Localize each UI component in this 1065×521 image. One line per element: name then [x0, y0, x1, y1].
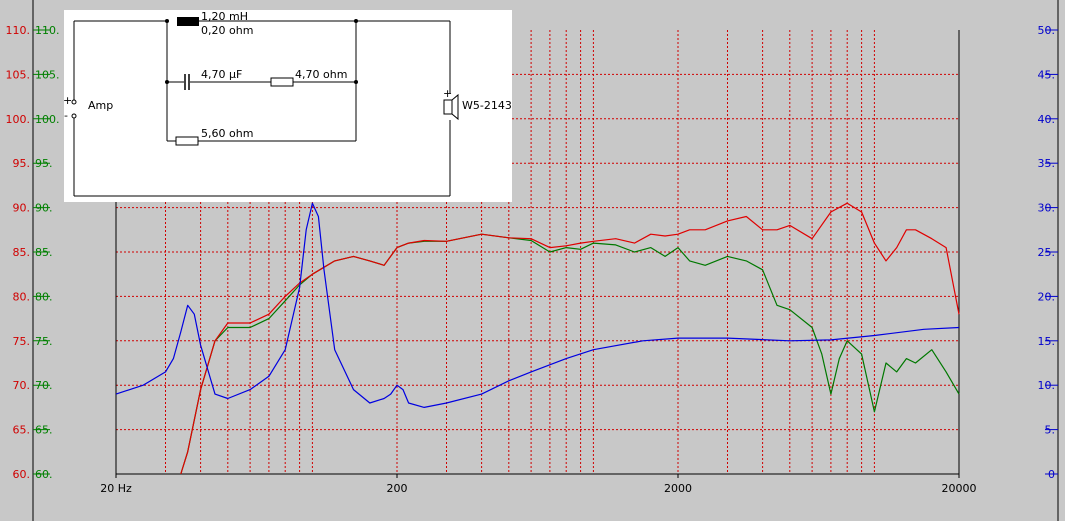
- right-axis-ticks: 05.10.15.20.25.30.35.40.45.50.: [1038, 24, 1058, 481]
- left-tick-label-red: 60.: [13, 468, 31, 481]
- left-tick-label-red: 110.: [6, 24, 31, 37]
- driver-symbol: [443, 99, 453, 115]
- left-tick-label-red: 100.: [6, 113, 31, 126]
- left-axis-ticks: 60. 60.65. 65.70. 70.75. 75.80. 80.85. 85.90. 9…: [6, 24, 60, 481]
- left-tick-label-red: 75.: [13, 335, 31, 348]
- inductor-symbol: [177, 17, 199, 26]
- inductor-resistance: 0,20 ohm: [201, 24, 253, 37]
- series-line-blue: [115, 202, 960, 408]
- left-tick-label-red: 95.: [13, 157, 31, 170]
- junction-dots: [165, 19, 358, 84]
- driver-label: W5-2143: [462, 99, 512, 112]
- crossover-schematic: + - Amp 1,20 mH 0,20 ohm 4,70 µF 4,70 oh…: [63, 10, 512, 202]
- input-plus-sign: +: [63, 94, 72, 107]
- left-tick-label-red: 65.: [13, 424, 31, 437]
- left-tick-label-red: 90.: [13, 202, 31, 215]
- capacitor-value: 4,70 µF: [201, 68, 242, 81]
- series-resistor-symbol: [270, 77, 294, 87]
- left-tick-label-red: 70.: [13, 379, 31, 392]
- junction-dot: [165, 80, 169, 84]
- x-tick-label: 20 Hz: [100, 482, 132, 495]
- input-label: Amp: [88, 99, 113, 112]
- left-tick-label-red: 85.: [13, 246, 31, 259]
- input-terminal-plus: [71, 99, 77, 105]
- schematic-panel: [64, 10, 512, 202]
- inductor-value: 1,20 mH: [201, 10, 248, 23]
- axes: [32, 0, 1059, 521]
- x-axis-ticks: 20 Hz 200 2000 20000: [100, 474, 977, 495]
- x-tick-label: 2000: [664, 482, 692, 495]
- schematic-wiring: [73, 20, 451, 197]
- junction-dot: [354, 80, 358, 84]
- junction-dot: [165, 19, 169, 23]
- series-line-green: [180, 233, 960, 475]
- left-tick-label-red: 105.: [6, 68, 31, 81]
- x-tick-label: 20000: [942, 482, 977, 495]
- driver-plus-sign: +: [443, 87, 452, 100]
- series-lines: [115, 202, 960, 475]
- junction-dot: [354, 19, 358, 23]
- series-resistor-value: 4,70 ohm: [295, 68, 347, 81]
- parallel-resistor-symbol: [175, 136, 199, 146]
- parallel-resistor-value: 5,60 ohm: [201, 127, 253, 140]
- bottom-wire: [74, 20, 451, 197]
- input-minus-sign: -: [64, 109, 68, 122]
- left-tick-label-red: 80.: [13, 290, 31, 303]
- x-tick-label: 200: [387, 482, 408, 495]
- driver-cone: [451, 93, 459, 121]
- input-terminal-minus: [71, 113, 77, 119]
